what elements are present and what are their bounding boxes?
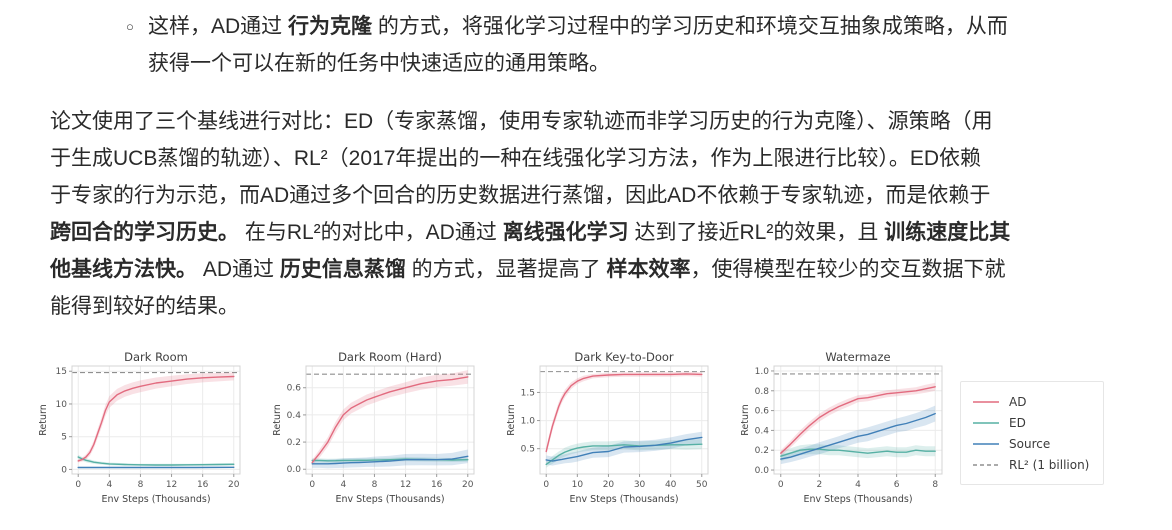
chart-dark-room-hard: 0 4 8 12 16 20 0.0 0.2 0.4 0.6 Dark Room (Hard) Env… bbox=[272, 351, 475, 505]
legend-line-sample bbox=[973, 400, 999, 403]
bullet-marker: ○ bbox=[126, 19, 134, 34]
svg-text:30: 30 bbox=[634, 480, 646, 490]
legend-item-rl-1-billion-: RL² (1 billion) bbox=[972, 454, 1089, 475]
svg-text:1.0: 1.0 bbox=[521, 417, 536, 427]
svg-text:2: 2 bbox=[817, 480, 823, 490]
svg-text:12: 12 bbox=[166, 480, 177, 490]
text-line: 他基线方法快。 AD通过 历史信息蒸馏 的方式，显著提高了 样本效率，使得模型在… bbox=[50, 258, 1006, 281]
legend-line-sample bbox=[973, 463, 999, 466]
svg-text:50: 50 bbox=[696, 480, 708, 490]
bullet-text: 这样，AD通过 行为克隆 的方式，将强化学习过程中的学习历史和环境交互抽象成策略… bbox=[148, 8, 1008, 82]
svg-text:0.4: 0.4 bbox=[287, 411, 302, 421]
text-line: 论文使用了三个基线进行对比：ED（专家蒸馏，使用专家轨迹而非学习历史的行为克隆）… bbox=[50, 110, 993, 133]
svg-text:12: 12 bbox=[400, 480, 411, 490]
svg-text:16: 16 bbox=[197, 480, 209, 490]
svg-text:20: 20 bbox=[228, 480, 240, 490]
text-line: 获得一个可以在新的任务中快速适应的通用策略。 bbox=[148, 52, 610, 75]
svg-text:8: 8 bbox=[932, 480, 938, 490]
svg-text:Dark Room (Hard): Dark Room (Hard) bbox=[338, 351, 442, 364]
legend-line-sample bbox=[973, 421, 999, 424]
svg-text:0: 0 bbox=[309, 480, 315, 490]
svg-text:Return: Return bbox=[506, 404, 517, 436]
svg-text:6: 6 bbox=[894, 480, 900, 490]
svg-text:15: 15 bbox=[56, 367, 67, 377]
svg-text:16: 16 bbox=[431, 480, 443, 490]
legend-label: RL² (1 billion) bbox=[1009, 457, 1090, 472]
chart-legend: AD ED Source RL² (1 billion) bbox=[960, 381, 1105, 485]
svg-text:8: 8 bbox=[372, 480, 378, 490]
svg-text:Dark Room: Dark Room bbox=[124, 351, 188, 364]
svg-text:Env Steps (Thousands): Env Steps (Thousands) bbox=[803, 494, 912, 505]
svg-text:1.0: 1.0 bbox=[755, 367, 770, 377]
svg-text:0.2: 0.2 bbox=[287, 438, 301, 448]
svg-text:Return: Return bbox=[740, 404, 751, 436]
svg-text:10: 10 bbox=[56, 400, 68, 410]
svg-text:20: 20 bbox=[603, 480, 615, 490]
legend-label: Source bbox=[1009, 436, 1051, 451]
legend-label: AD bbox=[1009, 394, 1027, 409]
results-figure: 0 4 8 12 16 20 0 5 10 15 Dark Room Env Steps (Thous… bbox=[38, 351, 1172, 509]
text-line: 于专家的行为示范，而AD通过多个回合的历史数据进行蒸馏，因此AD不依赖于专家轨迹… bbox=[50, 184, 991, 207]
svg-text:Env Steps (Thousands): Env Steps (Thousands) bbox=[335, 494, 444, 505]
svg-text:5: 5 bbox=[61, 433, 67, 443]
legend-line-sample bbox=[973, 442, 999, 445]
legend-label: ED bbox=[1009, 415, 1026, 430]
text-line: 这样，AD通过 行为克隆 的方式，将强化学习过程中的学习历史和环境交互抽象成策略… bbox=[148, 15, 1008, 38]
svg-text:1.5: 1.5 bbox=[521, 388, 535, 398]
svg-text:0.0: 0.0 bbox=[287, 465, 302, 475]
svg-text:0: 0 bbox=[61, 465, 67, 475]
text-line: 于生成UCB蒸馏的轨迹）、RL²（2017年提出的一种在线强化学习方法，作为上限… bbox=[50, 147, 982, 170]
svg-text:0: 0 bbox=[75, 480, 81, 490]
svg-text:0.2: 0.2 bbox=[755, 446, 769, 456]
svg-text:0.4: 0.4 bbox=[755, 426, 770, 436]
svg-text:Env Steps (Thousands): Env Steps (Thousands) bbox=[101, 494, 210, 505]
document-page: ○ 这样，AD通过 行为克隆 的方式，将强化学习过程中的学习历史和环境交互抽象成… bbox=[38, 8, 1172, 509]
svg-text:0.6: 0.6 bbox=[287, 384, 302, 394]
svg-text:Env Steps (Thousands): Env Steps (Thousands) bbox=[569, 494, 678, 505]
svg-text:8: 8 bbox=[138, 480, 144, 490]
svg-text:4: 4 bbox=[106, 480, 112, 490]
text-line: 能得到较好的结果。 bbox=[50, 295, 239, 318]
svg-text:0.0: 0.0 bbox=[755, 466, 770, 476]
svg-text:Return: Return bbox=[272, 404, 283, 436]
svg-text:Watermaze: Watermaze bbox=[825, 351, 890, 364]
legend-item-ad: AD bbox=[972, 391, 1089, 412]
chart-dark-room: 0 4 8 12 16 20 0 5 10 15 Dark Room Env Steps (Thous… bbox=[38, 351, 241, 505]
svg-text:0: 0 bbox=[778, 480, 784, 490]
svg-text:0: 0 bbox=[543, 480, 549, 490]
svg-text:0.6: 0.6 bbox=[755, 407, 770, 417]
svg-text:10: 10 bbox=[572, 480, 584, 490]
bullet-item: ○ 这样，AD通过 行为克隆 的方式，将强化学习过程中的学习历史和环境交互抽象成… bbox=[126, 8, 1172, 82]
svg-text:Return: Return bbox=[38, 404, 49, 436]
svg-text:0.5: 0.5 bbox=[521, 445, 535, 455]
svg-text:40: 40 bbox=[665, 480, 677, 490]
legend-item-ed: ED bbox=[972, 412, 1089, 433]
svg-text:Dark Key-to-Door: Dark Key-to-Door bbox=[574, 351, 674, 364]
chart-watermaze: 0 2 4 6 8 0.0 0.2 0.4 0.6 0.8 1.0 Watermaze Env Step… bbox=[740, 351, 943, 505]
svg-text:4: 4 bbox=[340, 480, 346, 490]
body-paragraph: 论文使用了三个基线进行对比：ED（专家蒸馏，使用专家轨迹而非学习历史的行为克隆）… bbox=[50, 103, 1172, 325]
charts-row: 0 4 8 12 16 20 0 5 10 15 Dark Room Env Steps (Thous… bbox=[38, 351, 950, 509]
svg-text:4: 4 bbox=[855, 480, 861, 490]
svg-text:0.8: 0.8 bbox=[755, 387, 770, 397]
legend-item-source: Source bbox=[972, 433, 1089, 454]
chart-dark-key-to-door: 0 10 20 30 40 50 0.5 1.0 1.5 Dark Key-to-Door Env … bbox=[506, 351, 709, 505]
text-line: 跨回合的学习历史。 在与RL²的对比中，AD通过 离线强化学习 达到了接近RL²… bbox=[50, 221, 1011, 244]
svg-text:20: 20 bbox=[462, 480, 474, 490]
